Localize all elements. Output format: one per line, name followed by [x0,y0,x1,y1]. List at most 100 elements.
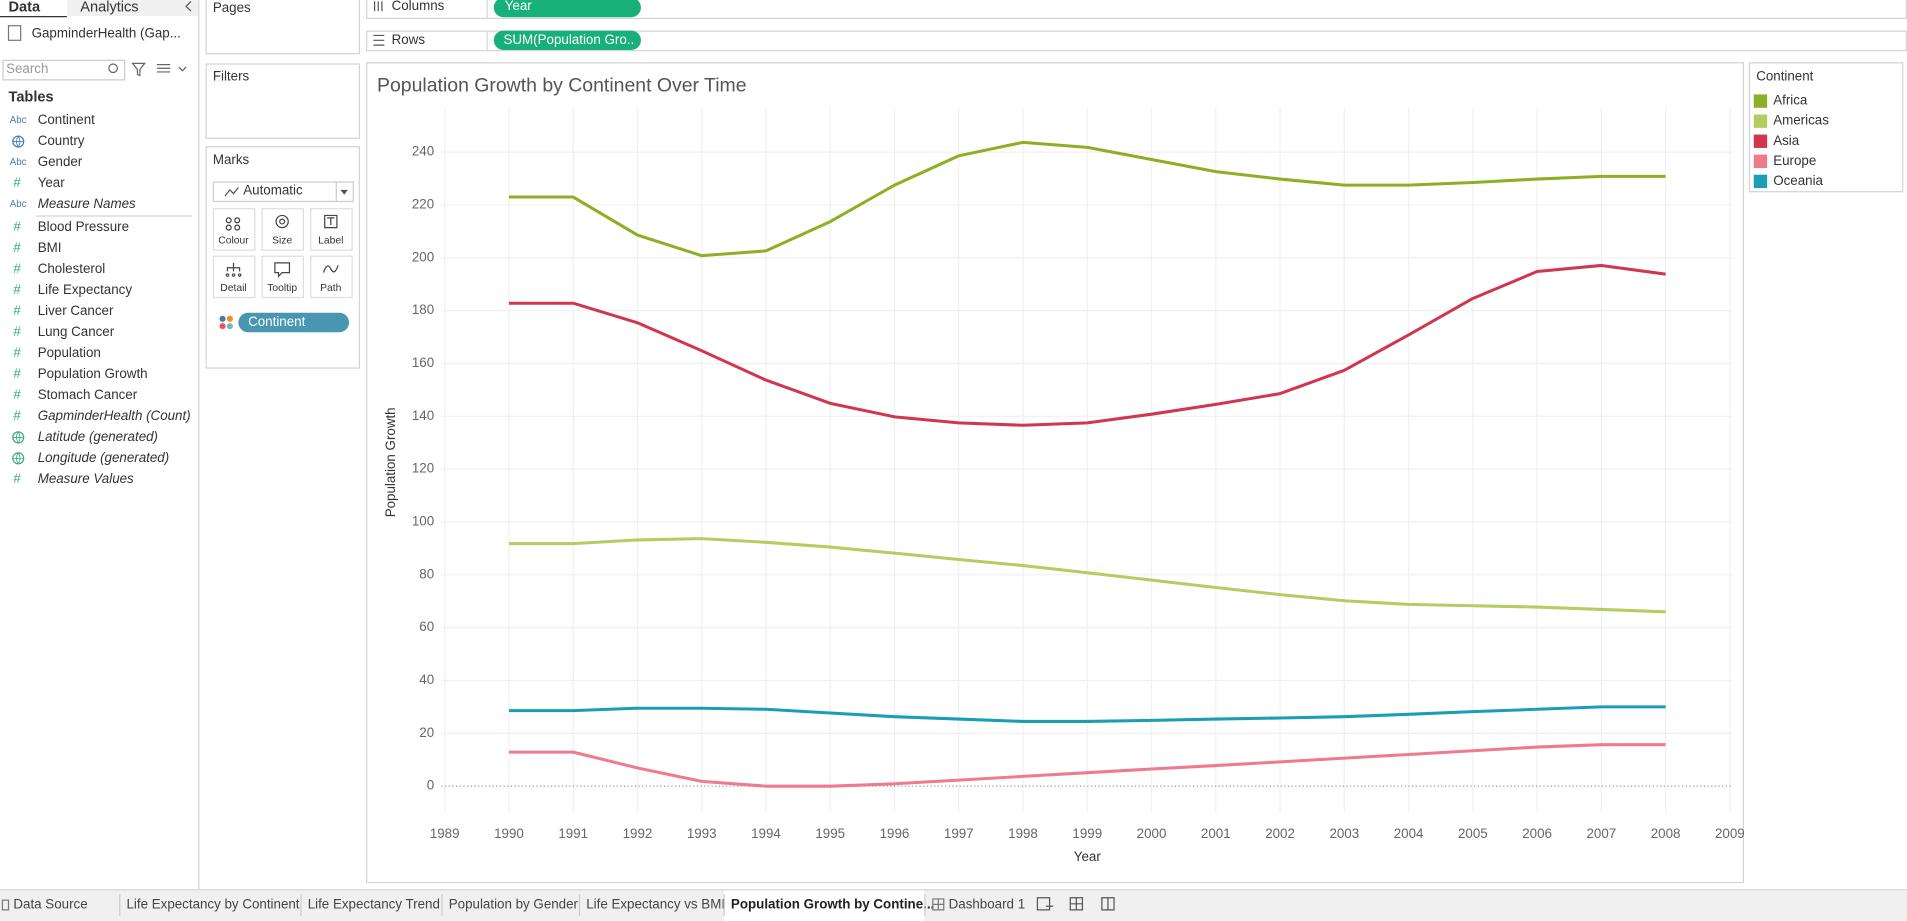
marks-button-label[interactable]: Size [272,236,292,247]
field-icon: # [13,387,21,402]
legend-swatch[interactable] [1753,154,1768,169]
marks-button[interactable] [212,255,256,299]
field[interactable]: Gender [38,154,83,169]
marks-button-icon [225,262,242,277]
field[interactable]: Country [38,133,85,148]
field[interactable]: Population [38,345,101,360]
field[interactable]: Liver Cancer [38,303,114,318]
field[interactable]: Stomach Cancer [38,387,138,402]
x-tick-label: 1992 [623,826,653,841]
legend-swatch[interactable] [1753,114,1768,128]
shelf-pill-label[interactable]: Year [505,0,533,13]
y-axis-label: Population Growth [383,407,398,517]
marks-button-label[interactable]: Tooltip [267,283,297,294]
shelf-label: Rows [392,32,426,47]
tab-bg [66,0,199,16]
y-tick-label: 160 [412,355,434,370]
field[interactable]: Blood Pressure [38,219,129,234]
view-icon[interactable] [156,64,187,73]
field-icon: # [13,324,21,339]
x-tick-label: 2007 [1586,826,1616,841]
legend-label[interactable]: Asia [1773,133,1800,148]
field[interactable]: Latitude (generated) [38,429,158,444]
field[interactable]: Measure Names [38,196,136,211]
mark-type[interactable]: Automatic [243,183,303,198]
shelf-label: Columns [392,0,445,13]
field[interactable]: Life Expectancy [38,282,133,297]
sheet-tab[interactable]: Life Expectancy by Continent [126,897,299,912]
columns-shelf [366,0,1907,20]
legend-swatch[interactable] [1753,174,1768,189]
marks-button[interactable] [212,208,256,251]
sheet-tab[interactable]: Population Growth by Contine... [731,897,934,912]
marks-button-label[interactable]: Colour [218,236,249,247]
pill-icon [219,323,226,330]
color-pill-label[interactable]: Continent [248,314,305,329]
field[interactable]: Lung Cancer [38,324,115,339]
shelf-pill[interactable] [493,30,641,51]
y-tick-label: 80 [419,566,434,581]
field[interactable]: Longitude (generated) [38,450,169,465]
card-title: Marks [213,152,250,167]
field[interactable]: Population Growth [38,366,148,381]
legend-label[interactable]: Europe [1773,153,1816,168]
datasource-name[interactable]: GapminderHealth (Gap... [32,26,181,41]
field[interactable]: Measure Values [38,471,134,486]
x-tick-label: 1996 [880,826,910,841]
series-line [508,537,1666,614]
sidebar-tab[interactable]: Analytics [80,0,138,15]
filter-icon[interactable] [131,62,146,77]
rows-shelf [366,30,1907,52]
legend-label[interactable]: Oceania [1773,173,1823,188]
field-icon [12,452,24,465]
search-icon [108,63,118,74]
active-tab-bg[interactable] [723,890,925,921]
search-box[interactable] [2,59,126,81]
search-placeholder[interactable]: Search [6,61,48,76]
marks-button-label[interactable]: Detail [220,283,246,294]
new-sheet-icon[interactable] [1036,897,1054,911]
sheet-tab[interactable]: Dashboard 1 [949,897,1025,912]
dropdown-arrow [340,189,348,195]
field[interactable]: BMI [38,240,62,255]
color-pill[interactable] [238,312,350,333]
legend-swatch[interactable] [1753,94,1768,108]
sidebar-tab[interactable]: Data [9,0,41,15]
field-icon: # [13,240,21,255]
field-icon: # [13,345,21,360]
field-icon: # [13,175,21,190]
shelf-pill-label[interactable]: SUM(Population Gro.. [504,32,635,47]
sheet-tab[interactable]: Data Source [13,897,87,912]
legend-label[interactable]: Americas [1773,113,1829,128]
field[interactable]: Continent [38,112,95,127]
sheet-tab[interactable]: Life Expectancy Trend [308,897,440,912]
shelf-pill[interactable] [493,0,641,18]
x-tick-label: 2000 [1137,826,1167,841]
mark-type-dropdown[interactable] [212,181,354,203]
field[interactable]: Cholesterol [38,261,106,276]
pill-icon [226,323,233,330]
x-tick-label: 1995 [815,826,845,841]
marks-button-label[interactable]: Path [320,283,342,294]
tables-heading: Tables [9,89,54,105]
y-tick-label: 220 [412,196,434,211]
marks-button-label[interactable]: Label [318,236,343,247]
card-title: Filters [213,68,250,83]
legend-swatch[interactable] [1753,134,1768,148]
collapse-arrow[interactable] [185,0,192,12]
legend-label[interactable]: Africa [1773,93,1808,108]
marks-button[interactable] [310,255,353,299]
field[interactable]: GapminderHealth (Count) [38,408,191,423]
x-tick-label: 2005 [1458,826,1488,841]
sheet-tab[interactable]: Population by Gender [449,897,579,912]
new-story-icon[interactable] [1101,897,1115,911]
marks-button-icon [274,262,291,278]
x-tick-label: 2003 [1329,826,1359,841]
view-panel [366,62,1745,884]
new-dashboard-icon[interactable] [1069,897,1084,911]
sheet-tab[interactable]: Life Expectancy vs BMI [586,897,725,912]
y-tick-label: 200 [412,249,434,264]
x-tick-label: 1998 [1008,826,1038,841]
field[interactable]: Year [38,175,66,190]
